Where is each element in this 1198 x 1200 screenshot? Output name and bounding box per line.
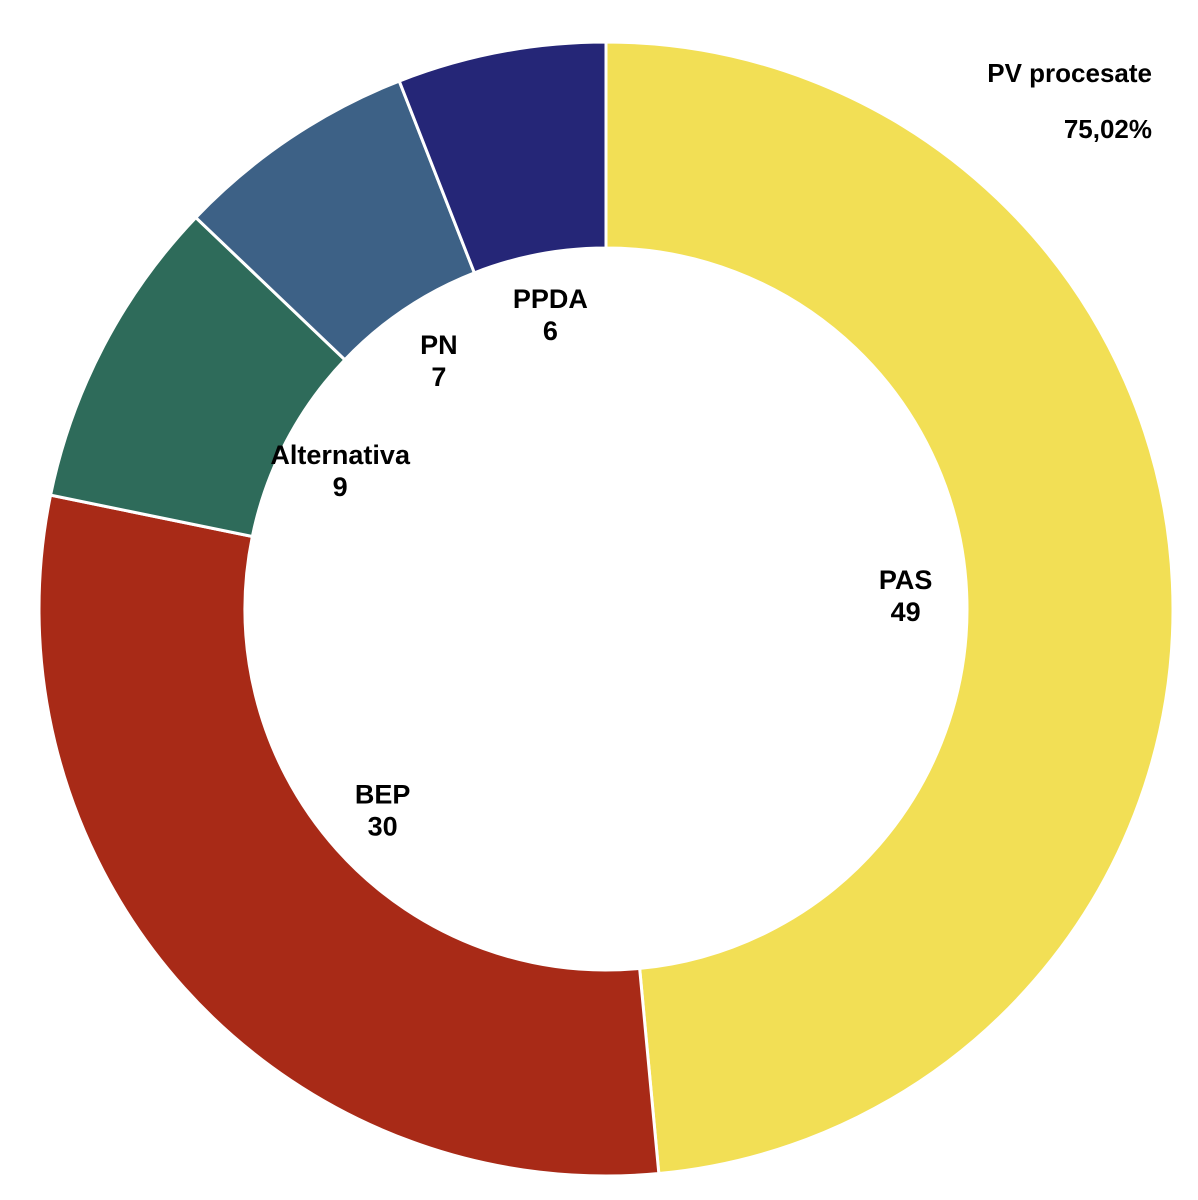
slice-pas: [604, 40, 1175, 1176]
slice-value: 6: [543, 316, 558, 346]
slice-ppda: [397, 40, 608, 275]
slice-bep: [37, 493, 661, 1178]
slice-category: BEP: [355, 779, 411, 809]
slice-label-pas: PAS 49: [879, 565, 933, 627]
slice-label-alternativa: Alternativa 9: [270, 440, 411, 502]
slice-value: 7: [431, 362, 446, 392]
slice-label-ppda: PPDA 6: [513, 284, 588, 346]
slice-value: 9: [333, 472, 348, 502]
slice-label-bep: BEP 30: [355, 779, 411, 841]
processed-value: 75,02%: [1063, 114, 1152, 144]
slice-category: Alternativa: [270, 440, 411, 470]
slice-label-pn: PN 7: [420, 330, 458, 392]
slice-category: PN: [420, 330, 458, 360]
slice-value: 49: [891, 597, 921, 627]
slice-value: 30: [368, 811, 398, 841]
processed-label: PV procesate: [987, 58, 1152, 88]
donut-labels: PAS 49 BEP 30 Alternativa 9 PN 7 PPDA 6: [270, 284, 932, 841]
slice-category: PAS: [879, 565, 933, 595]
slice-category: PPDA: [513, 284, 588, 314]
donut-slices: [37, 40, 1175, 1178]
